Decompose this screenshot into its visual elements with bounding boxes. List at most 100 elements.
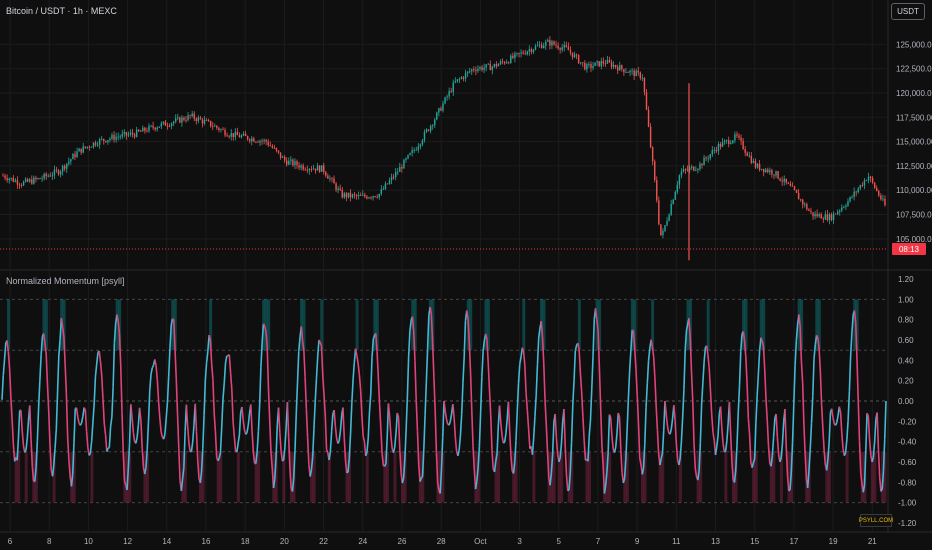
candle-body: [526, 51, 528, 55]
candle-body: [446, 96, 448, 98]
momentum-line-segment: [574, 345, 578, 351]
momentum-line-segment: [76, 416, 80, 424]
momentum-line-segment: [205, 351, 209, 363]
candle-body: [822, 218, 825, 220]
momentum-line-segment: [856, 358, 860, 401]
momentum-line-segment: [637, 423, 641, 458]
momentum-line-segment: [155, 365, 159, 381]
momentum-line-segment: [564, 446, 568, 476]
negative-zone-bar: [282, 451, 286, 503]
momentum-line-segment: [12, 444, 16, 462]
momentum-line-segment: [40, 336, 44, 355]
candle-body: [569, 50, 572, 53]
momentum-line-segment: [518, 356, 522, 365]
candle-body: [431, 125, 434, 126]
momentum-line-segment: [108, 426, 112, 448]
momentum-line-segment: [242, 420, 246, 431]
momentum-line-segment: [406, 356, 410, 398]
candle-body: [327, 175, 329, 179]
candle-body: [738, 135, 740, 138]
momentum-line-segment: [828, 412, 832, 443]
momentum-line-segment: [472, 446, 476, 471]
candle-body: [561, 47, 563, 50]
momentum-line-segment: [257, 405, 261, 432]
momentum-line-segment: [747, 418, 751, 436]
candle-body: [234, 131, 237, 137]
momentum-line-segment: [699, 404, 703, 443]
momentum-line-segment: [35, 440, 39, 468]
x-tick-label: 26: [398, 537, 407, 546]
momentum-line-segment: [151, 364, 155, 369]
negative-zone-bar: [585, 451, 589, 503]
momentum-line-segment: [297, 336, 301, 352]
candle-body: [288, 160, 290, 165]
candle-body: [415, 149, 417, 151]
candle-body: [730, 142, 732, 145]
candle-body: [2, 175, 4, 177]
candle-body: [160, 123, 163, 127]
momentum-line-segment: [281, 459, 285, 462]
candle-body: [263, 139, 265, 141]
positive-zone-bar: [797, 299, 801, 351]
candle-body: [310, 169, 313, 170]
candle-body: [695, 170, 697, 171]
candle-body: [567, 46, 570, 51]
momentum-line-segment: [468, 341, 472, 372]
candle-body: [403, 159, 405, 169]
candle-body: [884, 198, 886, 206]
momentum-line-segment: [630, 330, 633, 350]
currency-button[interactable]: USDT: [891, 3, 925, 20]
candle-body: [166, 125, 169, 127]
momentum-line-segment: [454, 437, 458, 452]
momentum-line-segment: [823, 450, 827, 466]
x-tick-label: 20: [280, 537, 289, 546]
momentum-line-segment: [632, 330, 636, 349]
candle-body: [524, 53, 526, 55]
negative-zone-bar: [216, 451, 220, 503]
candle-body: [542, 45, 545, 49]
momentum-line-segment: [786, 475, 790, 491]
momentum-line-segment: [172, 319, 176, 350]
momentum-line-segment: [304, 376, 308, 409]
momentum-line-segment: [310, 457, 314, 470]
candle-body: [783, 178, 785, 182]
momentum-line-segment: [272, 478, 276, 489]
candle-body: [723, 140, 726, 143]
candle-body: [364, 194, 366, 197]
momentum-line-segment: [693, 444, 697, 469]
momentum-tick-label: -0.20: [898, 417, 917, 426]
momentum-line-segment: [17, 410, 21, 439]
positive-zone-bar: [375, 299, 379, 351]
momentum-line-segment: [544, 399, 548, 426]
momentum-line-segment: [476, 467, 479, 482]
candle-body: [255, 141, 257, 143]
momentum-line-segment: [851, 314, 854, 334]
momentum-line-segment: [51, 465, 55, 477]
momentum-line-segment: [99, 361, 103, 377]
candle-body: [621, 65, 623, 70]
momentum-line-segment: [231, 389, 234, 423]
momentum-line-segment: [425, 349, 429, 383]
candle-body: [725, 140, 728, 141]
candle-body: [555, 44, 557, 46]
momentum-line-segment: [284, 427, 287, 449]
momentum-line-segment: [626, 398, 630, 430]
momentum-line-segment: [409, 320, 412, 331]
candle-body: [510, 55, 512, 63]
momentum-line-segment: [540, 321, 544, 338]
negative-zone-bar: [787, 451, 791, 503]
candle-body: [214, 125, 216, 127]
candle-body: [516, 52, 518, 54]
momentum-line-segment: [775, 413, 779, 438]
momentum-line-segment: [683, 349, 687, 390]
momentum-line-segment: [188, 442, 191, 452]
momentum-line-segment: [535, 364, 539, 396]
price-tick-label: 125,000.00: [896, 40, 932, 49]
momentum-line-segment: [531, 438, 535, 455]
candle-body: [836, 211, 839, 215]
negative-zone-bar: [365, 451, 369, 503]
candle-body: [466, 71, 469, 74]
momentum-line-segment: [878, 477, 882, 492]
momentum-line-segment: [159, 418, 162, 432]
